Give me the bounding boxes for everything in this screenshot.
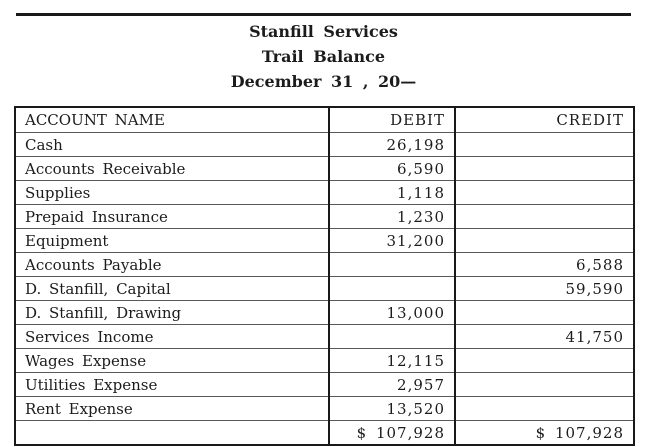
credit-cell [454,396,634,421]
credit-cell: 59,590 [454,276,634,301]
company-name: Stanfill Services [249,22,398,41]
debit-cell [328,252,455,277]
credit-cell [454,372,634,397]
account-cell: D. Stanfill, Capital [15,276,329,301]
column-header-debit: DEBIT [328,106,455,133]
credit-cell [454,348,634,373]
table-body: Cash 26,198 Accounts Receivable 6,590 Suppli… [15,132,634,421]
account-cell: Accounts Payable [15,252,329,277]
account-cell: Equipment [15,228,329,253]
table-row: Services Income 41,750 [15,324,634,349]
total-credit-cell: $ 107,928 [454,420,634,446]
debit-cell: 12,115 [328,348,455,373]
debit-cell: 13,520 [328,396,455,421]
account-cell: Rent Expense [15,396,329,421]
credit-cell: 41,750 [454,324,634,349]
account-cell: Supplies [15,180,329,205]
table-row: Cash 26,198 [15,132,634,157]
table-row: Supplies 1,118 [15,180,634,205]
document-header: Stanfill Services Trail Balance December… [14,23,633,98]
table-row: Wages Expense 12,115 [15,348,634,373]
credit-cell [454,180,634,205]
credit-cell [454,228,634,253]
debit-cell [328,276,455,301]
trial-balance-table: ACCOUNT NAME DEBIT CREDIT Cash 26,198 Acco… [14,106,635,446]
account-cell: Cash [15,132,329,157]
credit-cell [454,132,634,157]
debit-cell: 13,000 [328,300,455,325]
account-cell: Utilities Expense [15,372,329,397]
account-cell: Services Income [15,324,329,349]
table-row: D. Stanfill, Drawing 13,000 [15,300,634,325]
debit-cell: 2,957 [328,372,455,397]
table-row: Utilities Expense 2,957 [15,372,634,397]
table-row: Equipment 31,200 [15,228,634,253]
account-cell: Prepaid Insurance [15,204,329,229]
account-cell: D. Stanfill, Drawing [15,300,329,325]
table-row: Accounts Receivable 6,590 [15,156,634,181]
debit-cell: 31,200 [328,228,455,253]
debit-cell: 26,198 [328,132,455,157]
total-account-cell [15,420,329,446]
account-cell: Wages Expense [15,348,329,373]
report-date: December 31 , 20— [230,72,417,91]
total-row: $ 107,928 $ 107,928 [15,420,634,446]
column-header-account: ACCOUNT NAME [15,106,329,133]
credit-cell: 6,588 [454,252,634,277]
debit-cell [328,324,455,349]
report-title: Trail Balance [261,47,386,66]
total-debit-cell: $ 107,928 [328,420,455,446]
account-cell: Accounts Receivable [15,156,329,181]
debit-cell: 6,590 [328,156,455,181]
debit-cell: 1,230 [328,204,455,229]
credit-cell [454,156,634,181]
table-row: Accounts Payable 6,588 [15,252,634,277]
table-row: D. Stanfill, Capital 59,590 [15,276,634,301]
table-header-row: ACCOUNT NAME DEBIT CREDIT [15,106,634,133]
column-header-credit: CREDIT [454,106,634,133]
debit-cell: 1,118 [328,180,455,205]
table-row: Rent Expense 13,520 [15,396,634,421]
table-row: Prepaid Insurance 1,230 [15,204,634,229]
top-rule [16,13,631,16]
credit-cell [454,204,634,229]
credit-cell [454,300,634,325]
